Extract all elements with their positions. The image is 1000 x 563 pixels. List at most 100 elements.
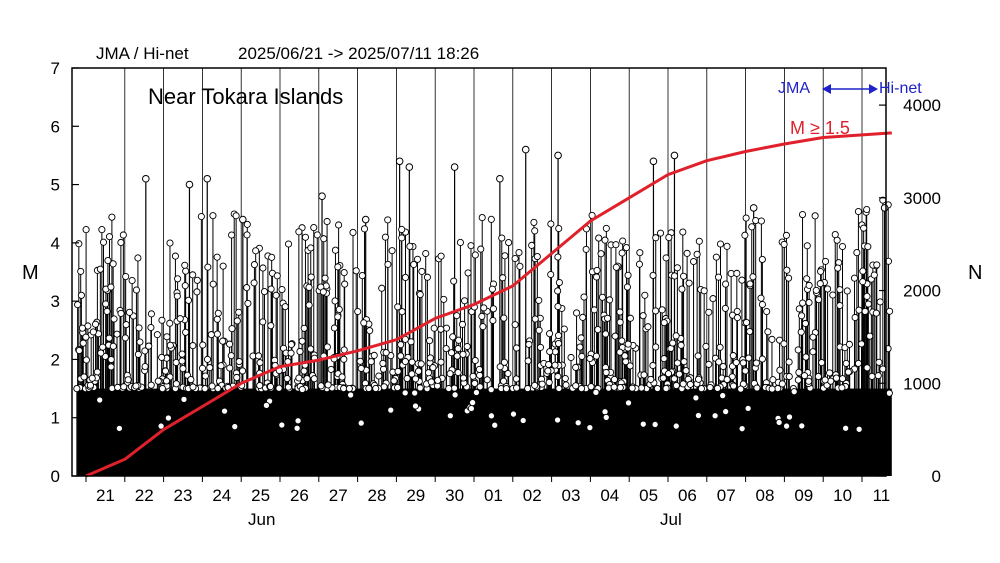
- event-marker: [103, 307, 111, 315]
- event-marker: [281, 303, 289, 311]
- event-marker: [461, 297, 469, 305]
- event-marker: [259, 318, 267, 326]
- event-marker: [266, 383, 275, 391]
- event-marker: [758, 255, 766, 263]
- event-marker: [785, 274, 793, 282]
- event-marker: [639, 312, 647, 320]
- event-stems: [76, 149, 892, 476]
- event-marker: [602, 330, 610, 338]
- event-marker: [397, 341, 405, 349]
- event-marker: [181, 282, 189, 290]
- event-marker: [709, 295, 717, 303]
- event-marker: [555, 278, 563, 287]
- event-marker: [555, 384, 563, 393]
- event-marker: [524, 357, 532, 365]
- event-marker: [453, 352, 461, 360]
- event-marker: [855, 306, 863, 314]
- event-marker: [695, 237, 703, 245]
- event-marker: [284, 383, 292, 391]
- event-marker: [652, 343, 660, 351]
- event-marker: [714, 384, 722, 392]
- event-marker: [102, 300, 110, 308]
- event-marker: [114, 383, 122, 391]
- event-marker: [509, 410, 518, 418]
- event-marker: [500, 314, 508, 322]
- event-marker: [844, 368, 852, 376]
- event-marker: [301, 233, 310, 241]
- event-marker: [164, 414, 172, 422]
- event-marker: [562, 381, 570, 389]
- event-marker: [356, 357, 364, 365]
- event-marker: [491, 421, 499, 429]
- event-marker: [110, 315, 118, 323]
- event-marker: [330, 324, 338, 332]
- event-marker: [776, 366, 784, 374]
- event-marker: [243, 231, 251, 239]
- event-marker: [268, 253, 276, 261]
- event-marker: [616, 318, 624, 326]
- event-marker: [113, 330, 121, 338]
- event-marker: [388, 247, 396, 255]
- event-marker: [459, 350, 467, 358]
- event-marker: [394, 367, 402, 375]
- event-marker: [546, 348, 554, 356]
- event-marker: [768, 385, 776, 393]
- event-marker: [117, 309, 125, 317]
- event-marker: [262, 401, 270, 409]
- event-marker: [125, 308, 134, 316]
- x-tick-label: 22: [135, 486, 154, 505]
- event-marker: [593, 273, 601, 281]
- event-marker: [189, 271, 197, 279]
- event-marker: [749, 273, 757, 281]
- event-marker: [580, 293, 588, 301]
- x-tick-label: 30: [445, 486, 464, 505]
- event-marker: [378, 284, 386, 292]
- event-marker: [440, 295, 448, 303]
- event-marker: [182, 328, 190, 336]
- event-marker: [97, 349, 105, 357]
- event-marker: [544, 367, 552, 375]
- event-marker: [738, 276, 746, 284]
- event-marker: [798, 211, 807, 219]
- event-marker: [780, 240, 788, 248]
- event-marker: [305, 283, 313, 291]
- event-marker: [295, 228, 303, 236]
- event-marker: [410, 260, 418, 269]
- event-marker: [769, 376, 777, 384]
- event-marker: [829, 291, 837, 299]
- left-axis-label: M: [22, 262, 39, 284]
- event-marker: [408, 358, 416, 366]
- event-marker: [107, 283, 115, 291]
- event-marker: [105, 334, 113, 342]
- event-marker: [601, 408, 609, 416]
- event-marker: [592, 352, 600, 360]
- event-marker: [207, 331, 215, 339]
- event-marker: [366, 327, 374, 335]
- event-marker: [107, 355, 115, 364]
- event-marker: [442, 345, 450, 353]
- event-marker: [555, 224, 563, 233]
- event-marker: [379, 359, 387, 367]
- event-marker: [341, 280, 349, 288]
- event-marker: [199, 341, 207, 349]
- event-marker: [524, 384, 532, 393]
- event-marker: [173, 292, 181, 300]
- event-marker: [298, 385, 306, 394]
- x-tick-label: 10: [833, 486, 852, 505]
- event-marker: [805, 281, 813, 289]
- event-marker: [535, 296, 543, 304]
- event-marker: [78, 324, 86, 332]
- event-marker: [354, 307, 362, 316]
- event-marker: [201, 385, 209, 393]
- event-marker: [695, 375, 703, 383]
- event-marker: [505, 239, 513, 247]
- event-marker: [296, 347, 304, 356]
- legend-source-jma: JMA: [778, 80, 810, 97]
- event-marker: [785, 413, 794, 421]
- event-marker: [426, 337, 434, 345]
- event-marker: [455, 336, 463, 344]
- left-tick-label: 6: [51, 117, 60, 136]
- event-marker: [136, 338, 144, 346]
- event-marker: [567, 353, 575, 362]
- event-marker: [82, 226, 90, 234]
